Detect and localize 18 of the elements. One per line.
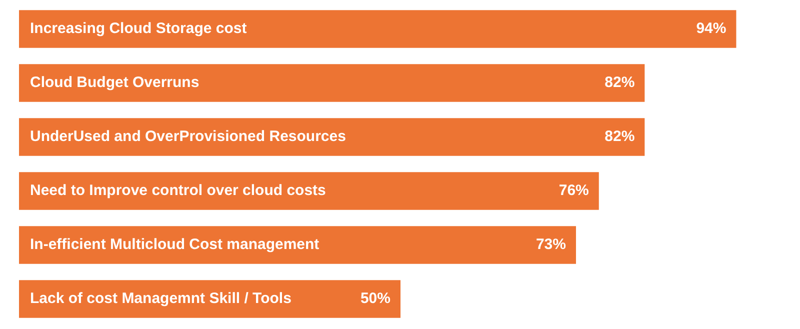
- bar: [19, 280, 400, 318]
- data-label: 76%: [558, 182, 589, 200]
- y-tick-label: In-efficient Multicloud Cost management: [30, 236, 320, 254]
- y-tick-label: Need to Improve control over cloud costs: [30, 182, 326, 200]
- data-label: 50%: [360, 290, 390, 308]
- y-tick-label: Increasing Cloud Storage cost: [30, 20, 247, 38]
- data-label: 94%: [696, 20, 726, 38]
- y-tick-label: Cloud Budget Overruns: [30, 74, 200, 92]
- data-label: 73%: [536, 236, 566, 254]
- bar: [19, 172, 599, 210]
- bar: [19, 226, 576, 264]
- y-tick-label: UnderUsed and OverProvisioned Resources: [30, 128, 346, 146]
- bar: [19, 118, 645, 156]
- bar: [19, 10, 736, 48]
- data-label: 82%: [604, 74, 635, 92]
- bar: [19, 64, 645, 102]
- y-tick-label: Lack of cost Managemnt Skill / Tools: [30, 290, 292, 308]
- data-label: 82%: [604, 128, 635, 146]
